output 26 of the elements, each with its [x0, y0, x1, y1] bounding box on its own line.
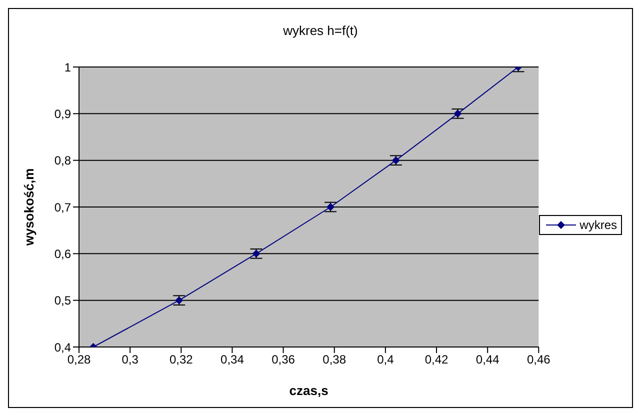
point: [175, 296, 184, 304]
chart-title: wykres h=f(t): [282, 23, 359, 40]
x-tick-label: 0,32: [169, 352, 194, 367]
x-tick-label: 0,3: [122, 352, 139, 367]
legend-label: wykres: [580, 218, 617, 232]
point: [392, 156, 400, 164]
y-tick-label: 0,4: [54, 340, 72, 354]
point: [326, 203, 335, 211]
point: [454, 110, 462, 118]
x-tick-label: 0,4: [377, 352, 394, 367]
y-tick-label: 1: [64, 60, 72, 74]
x-tick-label: 0,28: [67, 352, 91, 367]
y-tick-label: 0,9: [54, 106, 72, 121]
y-tick-label: 0,6: [54, 246, 72, 261]
y-tick-label: 0,7: [54, 200, 72, 214]
x-tick-label: 0,38: [322, 352, 346, 367]
x-tick-label: 0,46: [526, 352, 551, 367]
y-tick-label: 0,8: [54, 154, 72, 168]
x-tick-label: 0,34: [220, 352, 244, 367]
x-tick-label: 0,44: [476, 352, 500, 367]
x-tick-label: 0,36: [272, 352, 296, 367]
x-tick-label: 0,42: [424, 352, 449, 367]
y-tick-label: 0,5: [54, 294, 72, 308]
point: [252, 250, 260, 258]
x-axis-title: czas,s: [289, 383, 328, 398]
y-axis-title: wysokość,m: [22, 168, 37, 247]
